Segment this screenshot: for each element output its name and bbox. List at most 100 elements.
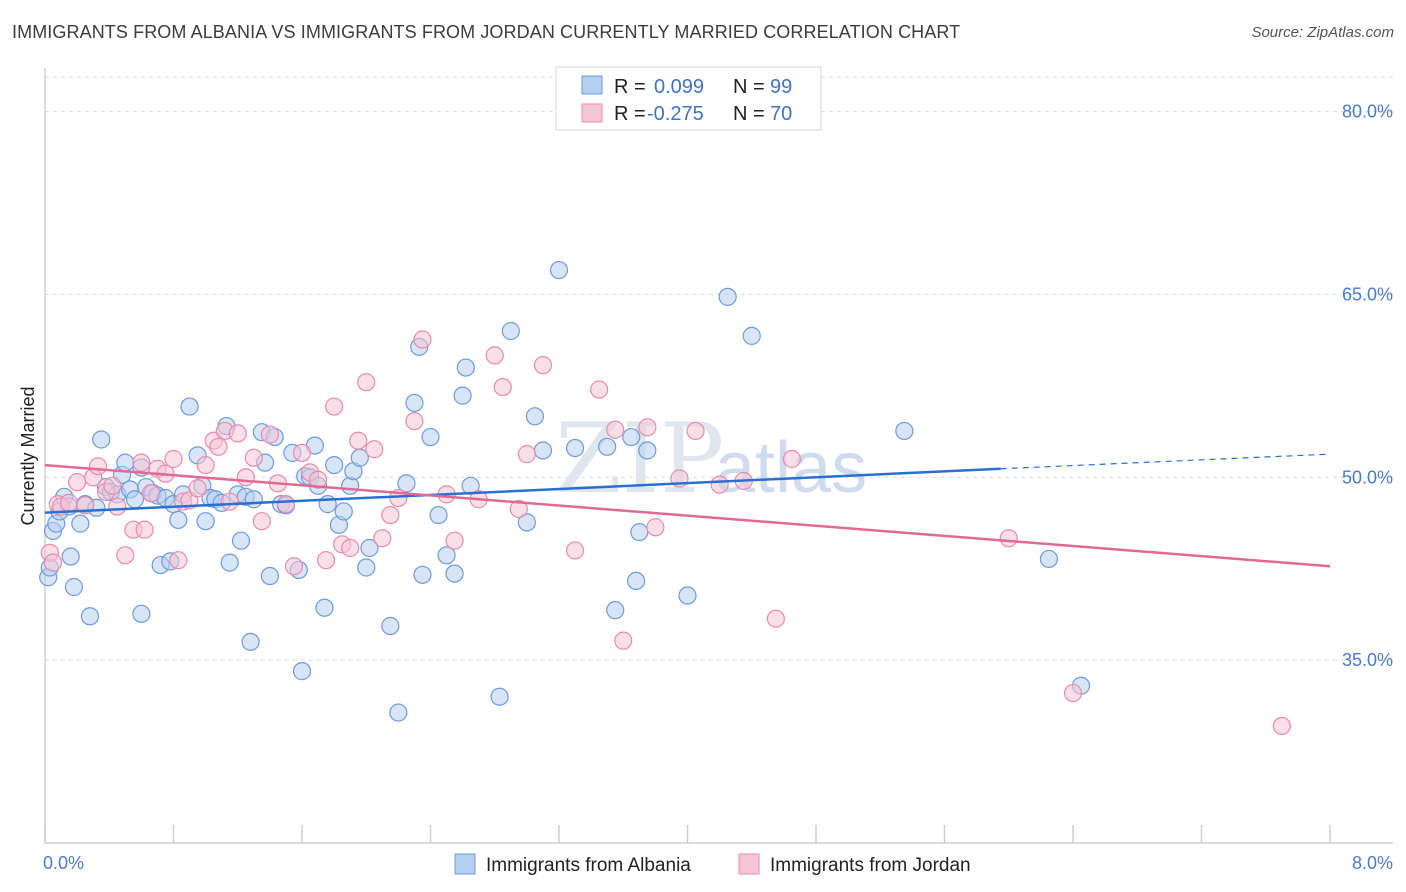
data-point-albania [421,427,440,447]
data-point-albania [598,437,617,456]
legend-r-label-albania: R = [614,76,646,98]
data-point-jordan [141,484,161,503]
data-point-albania [565,438,585,458]
legend-swatch-jordan [581,103,603,123]
data-point-albania [241,632,260,651]
data-point-albania [341,476,360,495]
y-tick-label: 65.0% [1342,284,1393,304]
data-point-albania [231,531,251,550]
data-point-jordan [405,412,424,431]
data-point-jordan [236,468,255,487]
bottom-legend-label-jordan: Immigrants from Jordan [770,855,971,876]
data-point-jordan [509,499,528,519]
data-point-jordan [325,397,344,416]
data-point-albania [630,523,649,542]
data-point-jordan [316,551,336,570]
data-point-jordan [341,538,360,558]
data-point-albania [334,502,353,521]
data-point-albania [180,397,199,416]
data-point-albania [453,386,472,405]
data-point-albania [437,546,456,565]
data-point-albania [169,510,188,530]
data-point-jordan [252,512,271,531]
data-point-albania [606,601,625,620]
legend-r-value-albania: 0.099 [654,76,704,98]
data-point-jordan [228,424,247,443]
data-point-albania [533,441,553,460]
trend-lines [44,453,1331,568]
data-point-albania [413,565,432,584]
data-point-albania [1039,549,1059,569]
data-point-jordan [308,470,328,489]
bottom-legend-swatch-albania [454,853,476,875]
trend-line-jordan [44,463,1331,568]
data-point-jordan [686,421,705,441]
x-tick-label-max: 8.0% [1352,853,1393,873]
data-point-jordan [606,420,625,439]
data-point-jordan [43,553,63,572]
data-point-jordan [108,497,127,516]
data-point-albania [397,474,416,493]
stats-legend: R = 0.099 N = 99 R = -0.275 N = 70 [555,66,822,131]
data-point-jordan [284,557,304,576]
data-point-jordan [349,431,368,450]
legend-r-label-jordan: R = [614,103,646,125]
data-point-jordan [638,418,657,437]
data-point-albania [315,598,334,617]
data-point-albania [405,393,424,413]
data-point-jordan [164,449,183,469]
y-tick-label: 35.0% [1342,650,1393,670]
y-tick-label: 80.0% [1342,102,1393,122]
watermark-zip: ZIP [555,403,724,515]
legend-n-value-jordan: 70 [770,103,792,125]
data-point-albania [429,505,448,525]
data-point-jordan [88,457,108,476]
trend-line-albania-extension [1000,453,1331,470]
data-point-albania [456,358,475,377]
data-point-albania [71,514,90,533]
tick-labels: 35.0% 50.0% 65.0% 80.0% 0.0% 8.0% [43,102,1393,873]
data-point-jordan [276,495,296,514]
legend-n-value-albania: 99 [770,76,792,98]
data-point-albania [501,321,520,341]
legend-swatch-albania [581,75,603,95]
data-point-jordan [493,377,512,397]
axes [44,68,1393,844]
data-point-jordan [357,373,376,392]
gridlines [45,76,1393,661]
data-point-albania [549,260,569,280]
data-point-albania [678,586,697,605]
data-point-jordan [132,453,151,472]
data-point-jordan [517,445,536,464]
data-point-jordan [188,479,207,498]
data-point-jordan [1063,683,1083,703]
data-point-albania [244,490,263,509]
data-point-jordan [260,425,279,444]
data-point-albania [360,538,379,558]
data-point-albania [116,453,135,472]
data-point-jordan [782,449,802,469]
data-point-albania [292,662,312,681]
data-point-jordan [533,356,553,375]
data-point-jordan [1272,716,1291,736]
trend-line-albania [44,467,1001,514]
data-point-jordan [169,551,188,570]
data-point-jordan [135,520,154,539]
y-tick-label: 50.0% [1342,467,1393,487]
data-point-jordan [614,631,633,650]
data-point-jordan [565,541,585,560]
data-point-albania [718,287,737,306]
data-point-jordan [68,473,87,492]
data-point-jordan [413,330,432,349]
data-point-albania [742,326,761,345]
chart-title: IMMIGRANTS FROM ALBANIA VS IMMIGRANTS FR… [12,22,961,42]
data-point-jordan [103,476,122,495]
y-axis-label: Currently Married [18,386,38,525]
legend-n-label-albania: N = [733,76,765,98]
data-point-albania [92,430,111,449]
bottom-legend-label-albania: Immigrants from Albania [486,855,691,876]
data-point-jordan [196,455,215,475]
data-point-albania [260,566,279,586]
jordan-points [40,330,1291,736]
